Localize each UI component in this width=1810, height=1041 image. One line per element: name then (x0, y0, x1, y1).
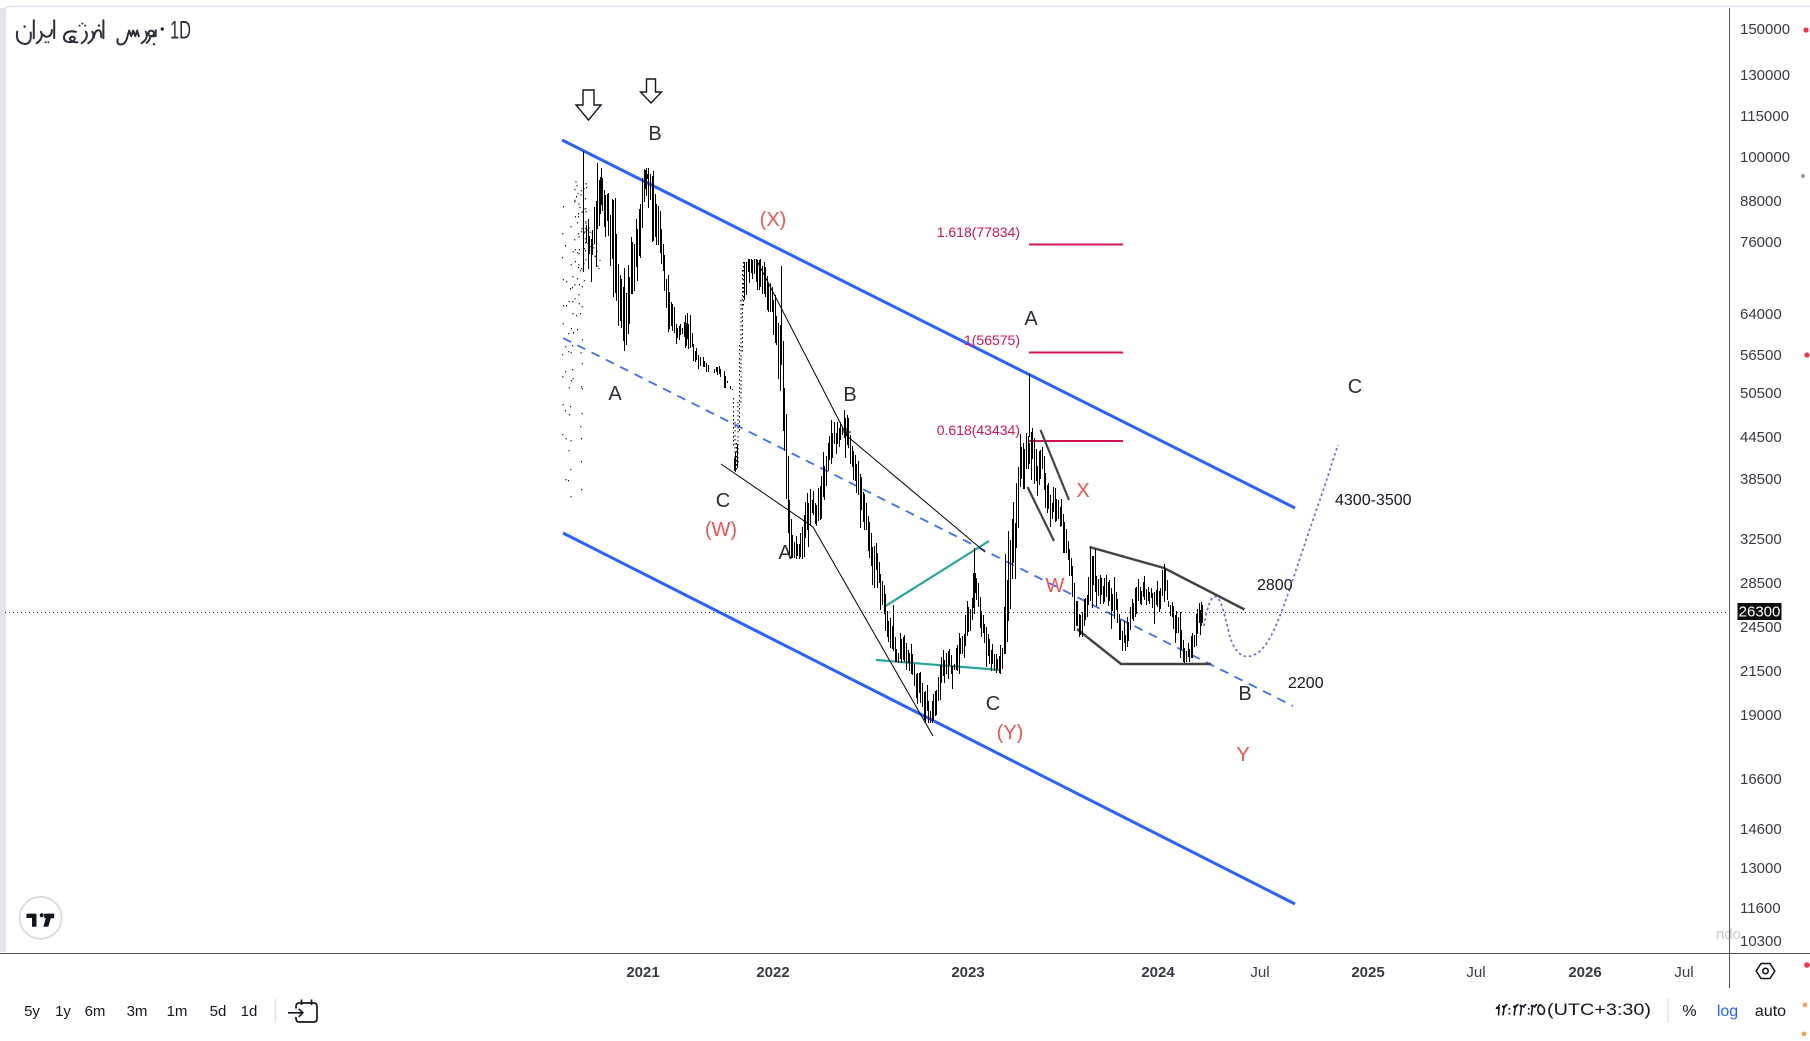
svg-text:88000: 88000 (1740, 193, 1782, 210)
svg-text:2800: 2800 (1257, 577, 1293, 594)
svg-text:50500: 50500 (1740, 385, 1782, 402)
svg-text:13000: 13000 (1740, 860, 1782, 877)
svg-text:2022: 2022 (756, 964, 789, 981)
svg-text:6m: 6m (85, 1003, 106, 1020)
svg-text:C: C (1348, 376, 1362, 398)
svg-text:A: A (608, 383, 622, 405)
svg-text:76000: 76000 (1740, 234, 1782, 251)
svg-text:150000: 150000 (1740, 21, 1790, 38)
svg-text:5y: 5y (24, 1003, 40, 1020)
svg-text:Jul: Jul (1466, 964, 1485, 981)
svg-text:3m: 3m (127, 1003, 148, 1020)
svg-text:1y: 1y (55, 1003, 71, 1020)
svg-text:11600: 11600 (1740, 900, 1781, 917)
svg-text:64000: 64000 (1740, 306, 1782, 323)
svg-text:56500: 56500 (1740, 347, 1782, 364)
svg-text:B: B (1238, 683, 1251, 705)
svg-text:19000: 19000 (1740, 707, 1782, 724)
svg-text:4300-3500: 4300-3500 (1335, 492, 1412, 509)
svg-text:2026: 2026 (1568, 964, 1601, 981)
svg-text:(UTC+3:30): (UTC+3:30) (1547, 1000, 1651, 1019)
svg-text:(X): (X) (760, 209, 787, 231)
svg-text:X: X (1076, 480, 1089, 502)
svg-text:(W): (W) (705, 519, 737, 541)
svg-text:21500: 21500 (1740, 663, 1782, 680)
svg-text:%: % (1682, 1003, 1696, 1020)
svg-text:10300: 10300 (1740, 933, 1782, 950)
svg-text:1(56575): 1(56575) (964, 332, 1020, 348)
svg-text:115000: 115000 (1740, 108, 1789, 125)
svg-text:W: W (1046, 575, 1065, 597)
svg-text:16600: 16600 (1740, 771, 1782, 788)
svg-text:2023: 2023 (951, 964, 984, 981)
svg-text:14600: 14600 (1740, 821, 1782, 838)
svg-text:C: C (986, 693, 1000, 715)
svg-text:Jul: Jul (1674, 964, 1693, 981)
svg-text:2024: 2024 (1141, 964, 1175, 981)
svg-text:38500: 38500 (1740, 471, 1782, 488)
svg-text:1m: 1m (167, 1003, 188, 1020)
svg-text:A: A (1024, 308, 1038, 330)
svg-text:2025: 2025 (1351, 964, 1384, 981)
svg-text:Y: Y (1236, 744, 1249, 766)
svg-text:130000: 130000 (1740, 67, 1790, 84)
svg-text:26300: 26300 (1739, 604, 1781, 621)
svg-text:0.618(43434): 0.618(43434) (937, 422, 1020, 438)
svg-text:1d: 1d (241, 1003, 258, 1020)
svg-text:ndo: ndo (1716, 926, 1741, 943)
svg-text:44500: 44500 (1740, 429, 1782, 446)
svg-text:auto: auto (1755, 1003, 1786, 1020)
svg-text:1D: 1D (170, 16, 191, 44)
svg-text:B: B (843, 384, 856, 406)
svg-text:28500: 28500 (1740, 575, 1782, 592)
svg-text:Jul: Jul (1250, 964, 1269, 981)
svg-text:5d: 5d (210, 1003, 227, 1020)
svg-text:1.618(77834): 1.618(77834) (937, 224, 1020, 240)
svg-text:32500: 32500 (1740, 531, 1782, 548)
svg-text:C: C (716, 490, 730, 512)
svg-text:B: B (648, 123, 661, 145)
svg-text:(Y): (Y) (997, 722, 1024, 744)
svg-text:100000: 100000 (1740, 149, 1790, 166)
svg-text:2200: 2200 (1288, 675, 1324, 692)
svg-text:24500: 24500 (1740, 619, 1782, 636)
svg-text:A: A (778, 542, 792, 564)
svg-text:2021: 2021 (626, 964, 659, 981)
svg-text:log: log (1717, 1003, 1738, 1020)
